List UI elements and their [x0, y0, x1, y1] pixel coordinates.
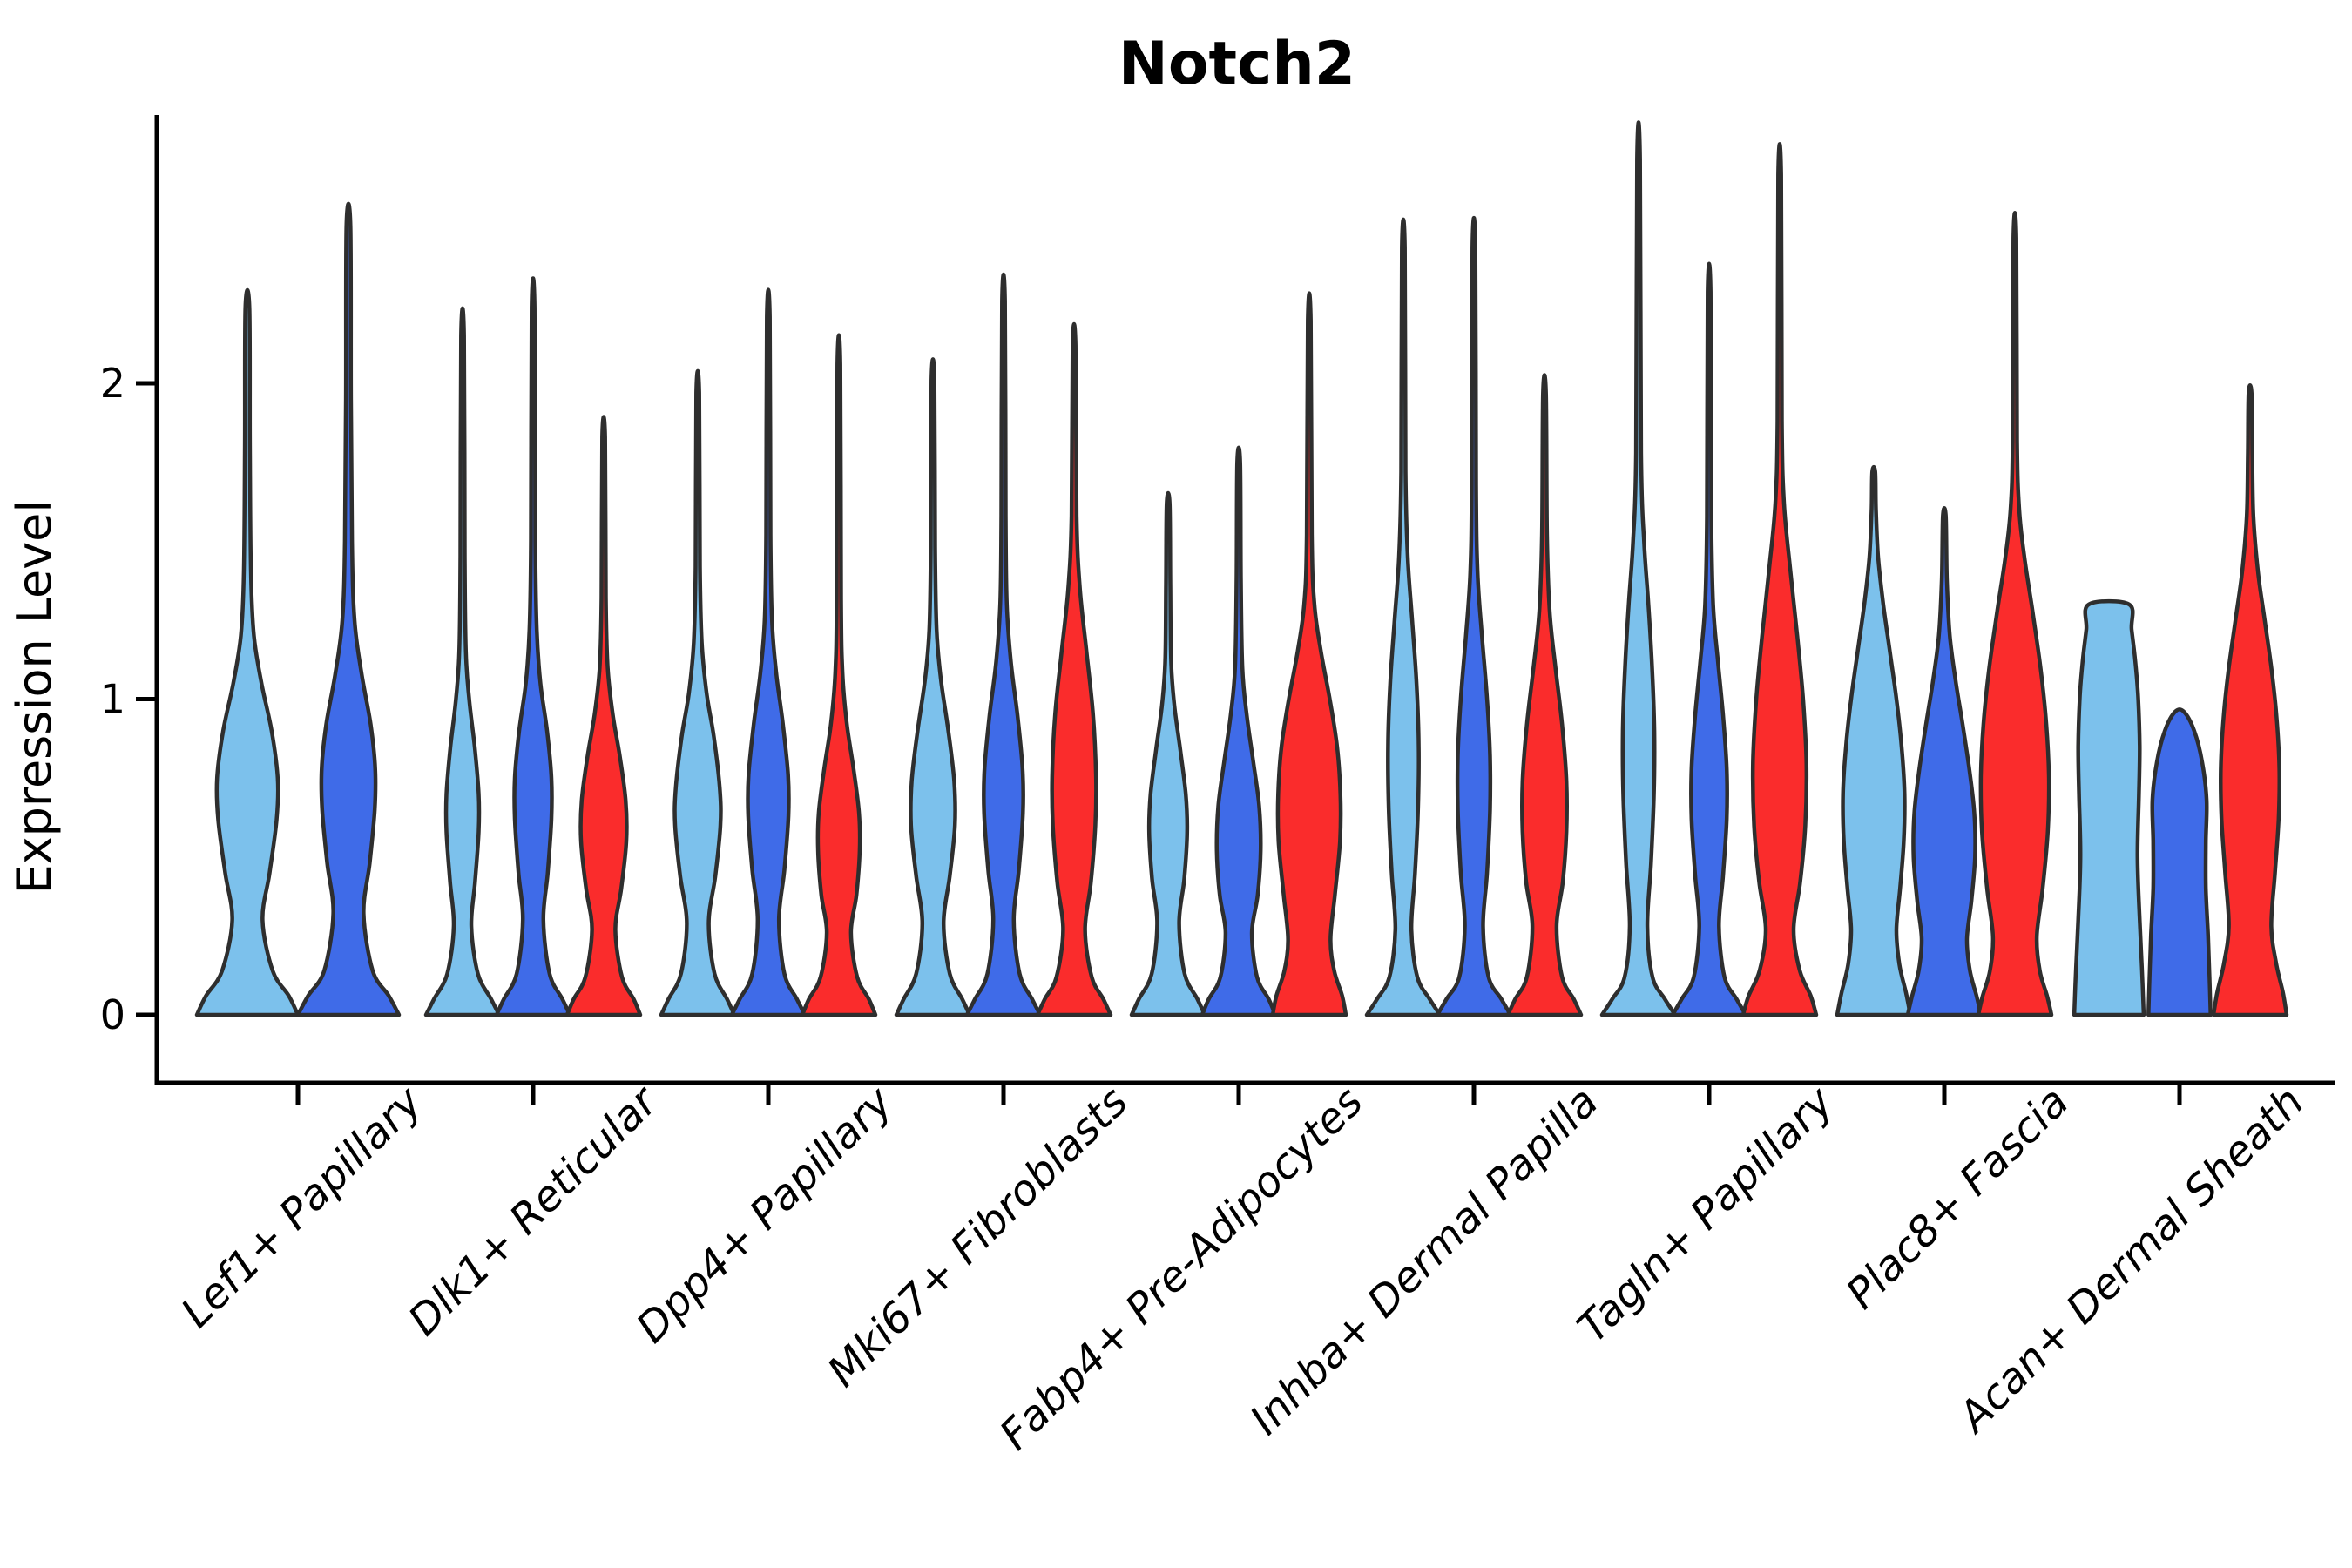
y-axis: 0 1 2	[100, 115, 159, 1085]
y-tick-label: 1	[100, 676, 125, 723]
violin-5-1	[1435, 215, 1513, 1017]
violin-7-1	[1905, 505, 1984, 1017]
chart-title: Notch2	[1119, 30, 1355, 98]
violin-5-0	[1364, 217, 1443, 1017]
violin-1-1	[494, 276, 572, 1017]
violin-8-2	[2211, 383, 2289, 1017]
violin-4-1	[1200, 445, 1278, 1017]
violin-3-1	[964, 272, 1043, 1017]
violin-2-0	[659, 368, 737, 1017]
violin-5-2	[1505, 373, 1584, 1017]
x-tick-label: Lef1+ Papillary	[172, 1077, 432, 1337]
y-tick-label: 0	[100, 991, 125, 1038]
violin-3-2	[1035, 322, 1113, 1017]
violin-3-0	[894, 357, 972, 1017]
violin-6-1	[1670, 261, 1748, 1017]
violin-4-0	[1129, 490, 1207, 1017]
violin-2-1	[729, 287, 808, 1017]
x-tick-label: Dlk1+ Reticular	[399, 1076, 669, 1346]
violin-8-0	[2072, 598, 2146, 1017]
x-tick-label: Plac8+ Fascia	[1837, 1078, 2078, 1319]
violin-1-0	[423, 306, 502, 1017]
violin-8-1	[2146, 707, 2213, 1017]
violin-0-1	[295, 201, 402, 1017]
violin-4-2	[1270, 291, 1348, 1017]
violin-7-2	[1976, 211, 2054, 1017]
y-axis-label: Expression Level	[7, 500, 62, 895]
x-tick-label: Dpp4+ Papillary	[627, 1077, 902, 1352]
violin-7-0	[1835, 464, 1913, 1017]
violins-layer	[194, 120, 2289, 1017]
violin-2-2	[800, 333, 878, 1017]
violin-6-2	[1740, 142, 1819, 1017]
violin-1-2	[564, 415, 643, 1017]
violin-6-0	[1599, 120, 1678, 1017]
violin-0-0	[194, 287, 301, 1017]
y-tick-label: 2	[100, 360, 125, 407]
x-tick-label: Tagln+ Papillary	[1568, 1077, 1843, 1352]
